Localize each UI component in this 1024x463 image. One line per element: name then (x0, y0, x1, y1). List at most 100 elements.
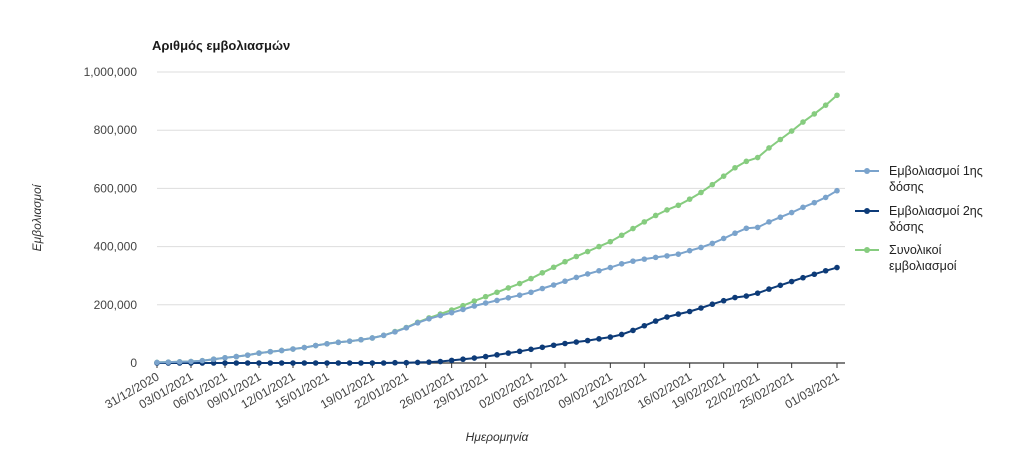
data-point (471, 355, 478, 361)
series-group (154, 92, 840, 366)
data-point (414, 359, 421, 366)
legend-item: Εμβολιασμοί 1ης δόσης (855, 164, 983, 194)
data-point (630, 225, 636, 232)
data-point (754, 154, 761, 161)
data-point (709, 240, 716, 247)
data-point (811, 199, 818, 206)
data-point (562, 258, 568, 265)
data-point (709, 181, 716, 188)
data-point (641, 256, 648, 262)
data-point (528, 289, 534, 296)
data-point (732, 294, 738, 301)
y-tick-label: 400,000 (94, 240, 138, 254)
legend-item: Εμβολιασμοί 2ης δόσης (855, 204, 983, 234)
data-point (448, 357, 455, 364)
data-point (346, 338, 353, 344)
data-point (301, 360, 308, 366)
data-point (539, 344, 546, 351)
data-point (312, 342, 319, 349)
data-point (516, 348, 523, 355)
data-point (652, 318, 659, 324)
data-point (301, 344, 308, 351)
data-point (811, 271, 818, 278)
data-point (380, 332, 387, 339)
data-point (324, 360, 330, 366)
series-line (156, 94, 838, 364)
data-point (596, 336, 602, 342)
y-axis-label: Εμβολιασμοί (30, 183, 44, 251)
data-point (788, 128, 795, 134)
data-point (290, 360, 296, 366)
data-point (618, 331, 625, 338)
legend-label: Εμβολιασμοί 1ης δόσης (889, 164, 983, 194)
data-point (154, 359, 160, 366)
data-point (777, 214, 784, 221)
data-point (698, 189, 704, 196)
y-tick-label: 800,000 (94, 123, 138, 137)
data-point (516, 280, 523, 287)
gridlines (157, 71, 845, 364)
data-point (698, 305, 704, 311)
data-point (335, 339, 342, 346)
data-point (222, 360, 228, 366)
data-point (505, 295, 512, 301)
data-point (777, 136, 784, 143)
data-point (312, 360, 319, 366)
data-point (754, 290, 761, 296)
data-point (437, 358, 444, 365)
data-point (743, 158, 750, 165)
data-point (811, 111, 818, 117)
data-point (550, 342, 557, 349)
data-point (539, 285, 546, 292)
data-point (165, 359, 172, 365)
data-point (641, 322, 648, 329)
data-point (426, 315, 432, 322)
data-point (584, 337, 591, 344)
data-point (822, 267, 829, 274)
data-point (686, 247, 693, 254)
data-point (800, 274, 806, 281)
data-point (652, 254, 659, 261)
data-point (607, 238, 614, 245)
data-point (550, 282, 557, 288)
data-point (664, 253, 670, 259)
data-point (698, 244, 704, 251)
data-point (256, 350, 262, 356)
data-point (573, 253, 580, 260)
x-axis-ticks: 31/12/202003/01/202106/01/202109/01/2021… (102, 363, 842, 412)
data-point (494, 352, 500, 358)
data-point (562, 340, 568, 347)
y-axis-ticks: 0 200,000 400,000 600,000 800,000 1,000,000 (84, 65, 138, 370)
data-point (471, 298, 478, 304)
data-point (732, 164, 738, 171)
data-point (460, 306, 466, 313)
data-point (584, 248, 591, 255)
data-point (686, 196, 693, 202)
data-point (562, 278, 568, 285)
data-point (822, 194, 829, 201)
data-point (607, 334, 614, 340)
data-point (641, 219, 648, 225)
y-tick-label: 1,000,000 (84, 65, 138, 79)
data-point (822, 102, 829, 108)
data-point (222, 354, 228, 361)
data-point (437, 312, 444, 319)
data-point (675, 311, 682, 317)
data-point (732, 230, 738, 237)
data-point (380, 360, 387, 366)
data-point (358, 360, 364, 366)
data-point (358, 336, 364, 343)
data-point (664, 314, 670, 320)
data-point (210, 356, 217, 363)
data-point (199, 357, 206, 364)
data-point (754, 224, 761, 231)
series-group (154, 264, 840, 366)
data-point (188, 358, 194, 365)
data-point (584, 271, 591, 277)
data-point (176, 359, 183, 365)
data-point (505, 350, 512, 356)
legend-marker (864, 168, 870, 174)
data-point (278, 360, 285, 366)
legend-item: Συνολικοί εμβολιασμοί (855, 243, 957, 273)
